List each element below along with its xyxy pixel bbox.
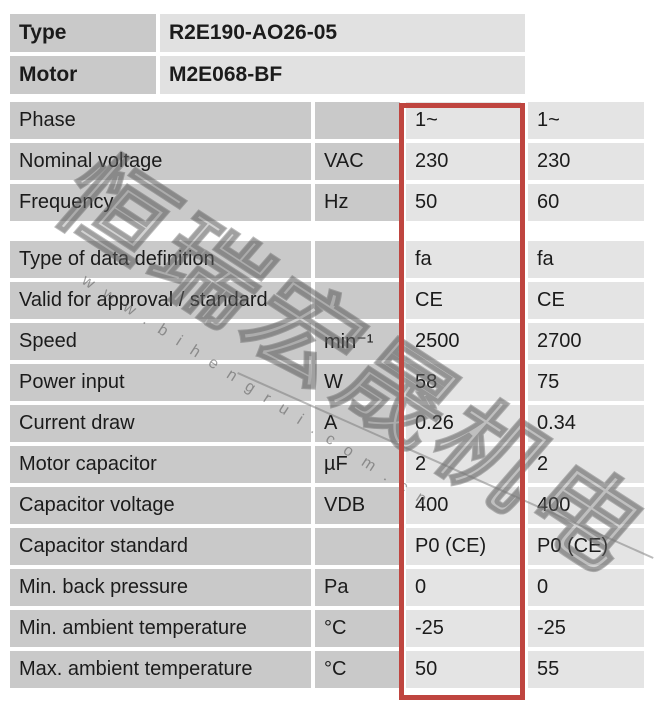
spec-row: Type of data definition fa fa <box>10 241 660 278</box>
spec-unit-cell: °C <box>315 651 400 688</box>
spec-unit-cell: A <box>315 405 400 442</box>
spec-value-cell-50hz: 2 <box>406 446 521 483</box>
spec-unit-cell: Hz <box>315 184 400 221</box>
spec-unit-cell: °C <box>315 610 400 647</box>
spec-row: Capacitor standard P0 (CE) P0 (CE) <box>10 528 660 565</box>
spec-value-cell-60hz: 2700 <box>528 323 644 360</box>
header-value-cell: M2E068-BF <box>160 56 525 94</box>
spec-row: Frequency Hz 50 60 <box>10 184 660 221</box>
spec-value-cell-50hz: 1~ <box>406 102 521 139</box>
spec-label-cell: Nominal voltage <box>10 143 311 180</box>
header-label-cell: Type <box>10 14 156 52</box>
spec-value-cell-60hz: 55 <box>528 651 644 688</box>
spec-value-cell-60hz: 0.34 <box>528 405 644 442</box>
type-motor-header: Type R2E190-AO26-05 Motor M2E068-BF <box>0 0 660 94</box>
spec-label-cell: Current draw <box>10 405 311 442</box>
spec-label-cell: Power input <box>10 364 311 401</box>
spec-value-cell-50hz: 400 <box>406 487 521 524</box>
spec-value-cell-50hz: 50 <box>406 184 521 221</box>
spec-value-cell-60hz: P0 (CE) <box>528 528 644 565</box>
spec-label-cell: Speed <box>10 323 311 360</box>
spec-label-cell: Valid for approval / standard <box>10 282 311 319</box>
spec-value-cell-60hz: 0 <box>528 569 644 606</box>
spec-unit-cell: VDB <box>315 487 400 524</box>
spec-value-cell-50hz: -25 <box>406 610 521 647</box>
spec-unit-cell: min⁻¹ <box>315 323 400 360</box>
spec-row: Speed min⁻¹ 2500 2700 <box>10 323 660 360</box>
spec-unit-cell: VAC <box>315 143 400 180</box>
spec-label-cell: Capacitor voltage <box>10 487 311 524</box>
section-spacer <box>10 225 660 241</box>
spec-label-cell: Max. ambient temperature <box>10 651 311 688</box>
spec-value-cell-50hz: 0.26 <box>406 405 521 442</box>
spec-unit-cell <box>315 241 400 278</box>
spec-row: Motor capacitor µF 2 2 <box>10 446 660 483</box>
header-row: Motor M2E068-BF <box>10 56 660 94</box>
spec-value-cell-50hz: 230 <box>406 143 521 180</box>
spec-row: Phase 1~ 1~ <box>10 102 660 139</box>
spec-unit-cell: W <box>315 364 400 401</box>
spec-value-cell-50hz: 50 <box>406 651 521 688</box>
spec-row: Max. ambient temperature °C 50 55 <box>10 651 660 688</box>
spec-value-cell-60hz: 400 <box>528 487 644 524</box>
spec-unit-cell <box>315 282 400 319</box>
spec-value-cell-50hz: P0 (CE) <box>406 528 521 565</box>
header-label-cell: Motor <box>10 56 156 94</box>
header-row: Type R2E190-AO26-05 <box>10 14 660 52</box>
spec-table: Phase 1~ 1~ Nominal voltage VAC 230 230 Frequen… <box>0 102 660 688</box>
spec-row: Nominal voltage VAC 230 230 <box>10 143 660 180</box>
spec-row: Current draw A 0.26 0.34 <box>10 405 660 442</box>
spec-row: Valid for approval / standard CE CE <box>10 282 660 319</box>
spec-value-cell-50hz: 2500 <box>406 323 521 360</box>
spec-label-cell: Type of data definition <box>10 241 311 278</box>
spec-value-cell-60hz: fa <box>528 241 644 278</box>
spec-unit-cell: Pa <box>315 569 400 606</box>
spec-unit-cell <box>315 102 400 139</box>
spec-label-cell: Motor capacitor <box>10 446 311 483</box>
spec-value-cell-60hz: -25 <box>528 610 644 647</box>
spec-label-cell: Min. ambient temperature <box>10 610 311 647</box>
spec-value-cell-60hz: 75 <box>528 364 644 401</box>
spec-value-cell-60hz: CE <box>528 282 644 319</box>
spec-unit-cell: µF <box>315 446 400 483</box>
spec-row: Min. ambient temperature °C -25 -25 <box>10 610 660 647</box>
spec-label-cell: Frequency <box>10 184 311 221</box>
spec-row: Power input W 58 75 <box>10 364 660 401</box>
spec-value-cell-50hz: 0 <box>406 569 521 606</box>
spec-value-cell-60hz: 230 <box>528 143 644 180</box>
spec-label-cell: Capacitor standard <box>10 528 311 565</box>
spec-label-cell: Min. back pressure <box>10 569 311 606</box>
spec-value-cell-60hz: 60 <box>528 184 644 221</box>
spec-value-cell-50hz: fa <box>406 241 521 278</box>
header-value-cell: R2E190-AO26-05 <box>160 14 525 52</box>
spec-label-cell: Phase <box>10 102 311 139</box>
spec-unit-cell <box>315 528 400 565</box>
spec-row: Min. back pressure Pa 0 0 <box>10 569 660 606</box>
spec-value-cell-50hz: CE <box>406 282 521 319</box>
spec-value-cell-60hz: 1~ <box>528 102 644 139</box>
spec-value-cell-50hz: 58 <box>406 364 521 401</box>
spec-value-cell-60hz: 2 <box>528 446 644 483</box>
spec-row: Capacitor voltage VDB 400 400 <box>10 487 660 524</box>
